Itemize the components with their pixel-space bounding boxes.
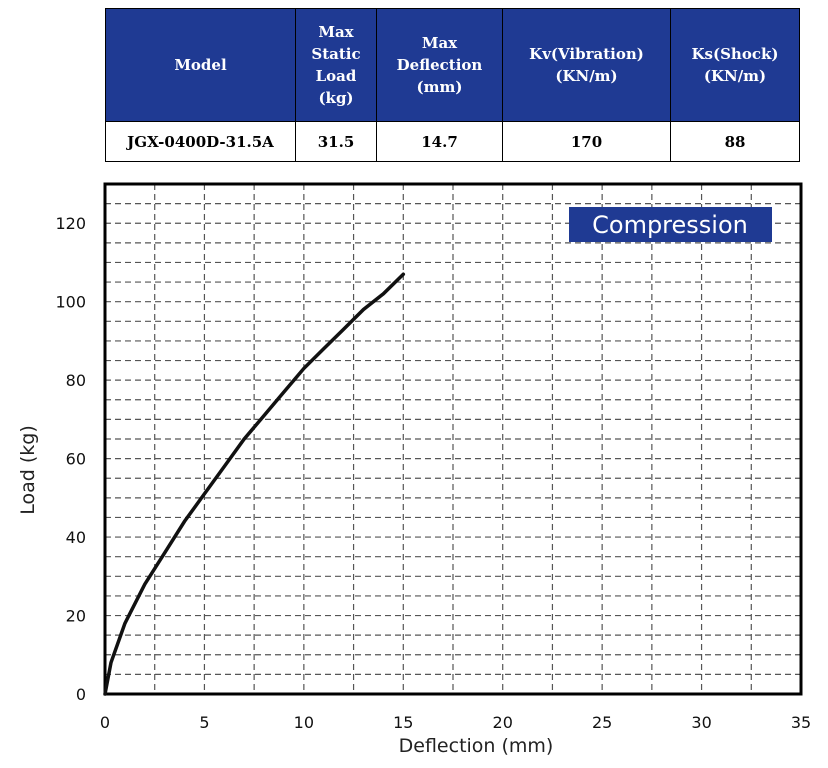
y-tick-label: 100 <box>55 293 86 312</box>
x-tick-label: 35 <box>791 713 811 732</box>
x-tick-label: 5 <box>199 713 209 732</box>
cell-kv: 170 <box>502 121 671 162</box>
cell-max-deflection: 14.7 <box>376 121 503 162</box>
y-tick-label: 20 <box>66 607 86 626</box>
spec-header-row: Model Max Static Load (kg) Max Deflectio… <box>105 8 800 122</box>
x-tick-label: 20 <box>493 713 513 732</box>
y-tick-label: 60 <box>66 450 86 469</box>
load-deflection-curve <box>103 272 406 696</box>
x-tick-label: 15 <box>393 713 413 732</box>
spec-table: Model Max Static Load (kg) Max Deflectio… <box>105 8 800 162</box>
y-tick-label: 120 <box>55 214 86 233</box>
compression-badge <box>569 207 772 242</box>
header-ks-shock: Ks(Shock) (KN/m) <box>670 8 800 122</box>
cell-ks: 88 <box>670 121 800 162</box>
x-tick-label: 0 <box>100 713 110 732</box>
x-axis-label: Deflection (mm) <box>399 735 554 757</box>
y-tick-label: 80 <box>66 371 86 390</box>
chart-grid <box>105 184 801 694</box>
plot-frame <box>103 182 803 696</box>
header-max-deflection: Max Deflection (mm) <box>376 8 503 122</box>
y-tick-label: 40 <box>66 528 86 547</box>
chart-title: Compression <box>592 211 748 239</box>
x-tick-label: 30 <box>691 713 711 732</box>
x-tick-label: 10 <box>294 713 314 732</box>
spec-data-row: JGX-0400D-31.5A 31.5 14.7 170 88 <box>105 121 800 162</box>
header-model: Model <box>105 8 296 122</box>
cell-max-static-load: 31.5 <box>295 121 377 162</box>
cell-model: JGX-0400D-31.5A <box>105 121 296 162</box>
x-tick-labels: 0 5 10 15 20 25 30 35 <box>100 713 811 732</box>
y-tick-label: 0 <box>76 685 86 704</box>
y-axis-label: Load (kg) <box>17 425 39 515</box>
x-tick-label: 25 <box>592 713 612 732</box>
y-tick-labels: 0 20 40 60 80 100 120 <box>55 214 86 704</box>
